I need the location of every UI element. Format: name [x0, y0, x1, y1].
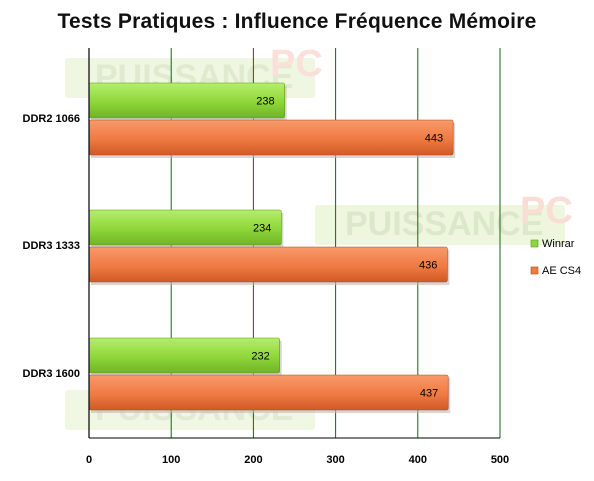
legend-swatch	[530, 266, 539, 275]
watermark-text-pc: PC	[270, 43, 323, 85]
legend-swatch	[530, 239, 539, 248]
data-label: 238	[256, 96, 274, 108]
axes-group: 0 100 200 300 400 500	[86, 48, 509, 466]
category-label: DDR2 1066	[23, 113, 80, 125]
category-label: DDR3 1333	[23, 240, 80, 252]
watermark-text-pc: PC	[520, 190, 573, 232]
x-tick-label: 400	[409, 454, 427, 466]
data-label: 443	[425, 133, 443, 145]
legend-label: AE CS4	[542, 265, 581, 277]
legend-label: Winrar	[542, 238, 575, 250]
bar-ae-cs4-1	[88, 246, 448, 283]
x-tick-label: 0	[86, 454, 92, 466]
category-label: DDR3 1600	[23, 368, 80, 380]
bar-ae-cs4-2	[88, 374, 449, 411]
legend: Winrar AE CS4	[530, 238, 581, 277]
bars-group: 238 443 DDR2 1066 234 436 DDR3 1333 232 437 DDR3…	[23, 82, 456, 413]
bar-ae-cs4-0	[88, 119, 454, 156]
watermark-text: PUISSANCE	[345, 205, 543, 243]
x-tick-label: 100	[162, 454, 180, 466]
chart-title: Tests Pratiques : Influence Fréquence Mé…	[57, 10, 537, 33]
data-label: 232	[251, 351, 269, 363]
x-tick-label: 500	[491, 454, 509, 466]
watermark-box	[315, 205, 565, 245]
x-tick-label: 300	[326, 454, 344, 466]
data-label: 437	[420, 388, 438, 400]
data-label: 436	[419, 260, 437, 272]
data-label: 234	[253, 223, 271, 235]
x-tick-label: 200	[244, 454, 262, 466]
